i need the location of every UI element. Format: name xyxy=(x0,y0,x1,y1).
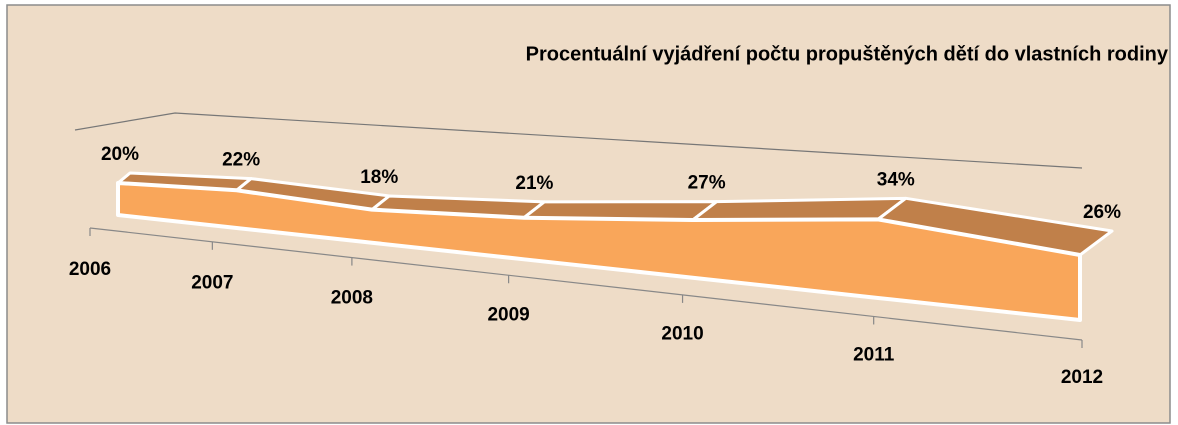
data-label: 22% xyxy=(222,150,260,171)
data-label: 27% xyxy=(688,173,726,194)
x-tick-label: 2010 xyxy=(661,324,703,345)
x-tick-label: 2011 xyxy=(853,344,895,365)
x-tick-label: 2009 xyxy=(487,305,529,326)
area-top xyxy=(691,196,908,222)
data-label: 26% xyxy=(1083,202,1121,223)
x-tick-label: 2012 xyxy=(1061,367,1103,388)
floor-line xyxy=(89,227,1083,341)
chart-title: Procentuální vyjádření počtu propuštěnýc… xyxy=(526,43,1169,65)
x-tick-label: 2007 xyxy=(191,272,233,293)
data-label: 20% xyxy=(101,144,139,165)
data-label: 21% xyxy=(515,173,553,194)
area-front xyxy=(116,181,1082,322)
data-label: 18% xyxy=(360,167,398,188)
data-label: 34% xyxy=(877,169,915,190)
x-tick-label: 2006 xyxy=(69,259,111,280)
back-wall xyxy=(74,112,1083,169)
x-tick-label: 2008 xyxy=(331,288,373,309)
